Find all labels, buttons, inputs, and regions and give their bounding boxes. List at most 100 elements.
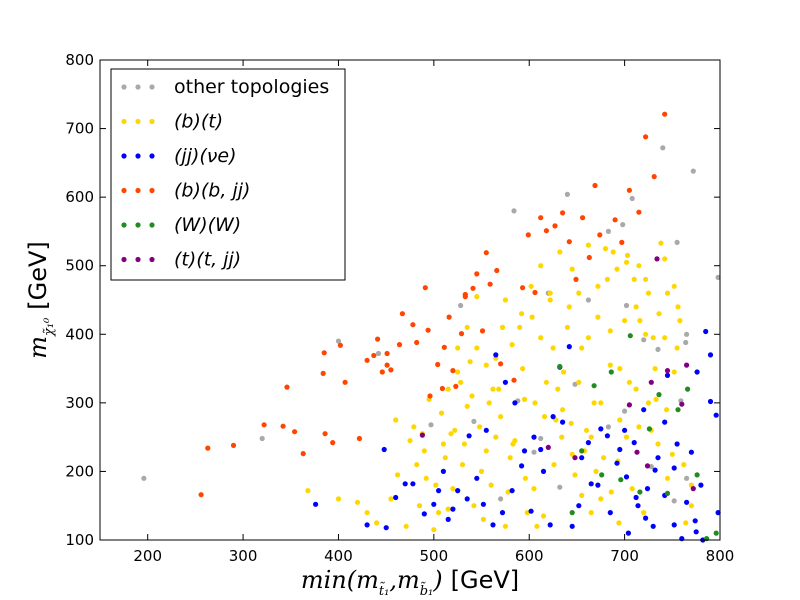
scatter-point [629, 195, 635, 202]
scatter-point [591, 400, 597, 406]
scatter-point [512, 438, 518, 444]
scatter-point [703, 328, 709, 335]
scatter-point [423, 475, 429, 481]
scatter-point [586, 254, 592, 261]
y-axis-label-sub: χ̃₁⁰ [42, 317, 57, 337]
scatter-point [658, 240, 664, 246]
scatter-point [655, 346, 661, 352]
scatter-point [707, 352, 714, 358]
scatter-point [569, 523, 575, 529]
scatter-point [384, 362, 390, 368]
scatter-point [520, 285, 526, 291]
scatter-point [652, 366, 658, 372]
scatter-point [585, 335, 592, 341]
scatter-point [205, 445, 211, 451]
scatter-point [466, 433, 472, 439]
scatter-point [555, 386, 561, 392]
scatter-point [583, 427, 590, 433]
scatter-point [479, 328, 486, 334]
scatter-point [321, 350, 327, 356]
scatter-point [445, 386, 451, 392]
scatter-point [467, 359, 473, 365]
scatter-point [342, 379, 348, 385]
scatter-point [448, 431, 454, 437]
legend-marker [149, 256, 155, 263]
scatter-point [664, 290, 671, 296]
scatter-point [540, 513, 547, 519]
x-tick-label: 800 [706, 547, 735, 565]
scatter-point [483, 250, 489, 256]
scatter-point [674, 441, 680, 447]
scatter-point [592, 182, 598, 189]
scatter-point [411, 424, 417, 430]
scatter-point [585, 242, 592, 248]
scatter-point [693, 529, 699, 535]
scatter-point [614, 460, 620, 466]
scatter-point [664, 475, 671, 481]
scatter-point [322, 431, 328, 437]
scatter-point [679, 401, 685, 407]
scatter-point [464, 324, 470, 330]
scatter-point [624, 252, 631, 258]
scatter-point [656, 392, 662, 398]
y-tick-label: 200 [65, 462, 94, 480]
x-axis-label-sub2: b̃₁ [420, 582, 434, 599]
scatter-point [636, 424, 642, 430]
x-tick-label: 200 [133, 547, 162, 565]
scatter-point [198, 492, 204, 498]
scatter-point [635, 503, 641, 509]
y-tick-label: 300 [65, 394, 94, 412]
scatter-point [626, 379, 633, 385]
scatter-point [671, 498, 677, 504]
scatter-point [498, 361, 504, 367]
scatter-point [557, 363, 563, 370]
scatter-point [636, 209, 642, 215]
scatter-point [671, 283, 677, 289]
scatter-point [644, 486, 651, 492]
scatter-point [141, 475, 147, 481]
scatter-point [580, 215, 586, 221]
scatter-point [538, 263, 544, 269]
scatter-point [598, 400, 604, 406]
scatter-point [643, 331, 649, 337]
scatter-point [566, 304, 572, 310]
scatter-point [698, 482, 704, 488]
scatter-point [520, 366, 526, 372]
legend: other topologies (b)(t) (jj)(νe) (b)(b, jj)… [110, 68, 346, 281]
scatter-point [502, 379, 508, 385]
scatter-point [442, 455, 448, 461]
scatter-point [458, 302, 464, 309]
legend-marker [149, 153, 155, 159]
scatter-point [557, 249, 563, 255]
legend-marker [121, 222, 127, 228]
legend-marker [135, 256, 141, 263]
scatter-point [313, 501, 319, 507]
scatter-point [532, 289, 538, 296]
scatter-point [688, 503, 695, 509]
legend-marker [149, 84, 155, 90]
scatter-point [486, 400, 492, 406]
scatter-point [626, 402, 633, 408]
scatter-point [388, 496, 394, 502]
scatter-point [494, 267, 500, 274]
scatter-point [320, 370, 326, 376]
scatter-point [498, 496, 504, 502]
legend-marker [121, 187, 127, 194]
scatter-point [371, 352, 377, 359]
x-axis-label-math: min(m [301, 566, 379, 594]
scatter-point [664, 368, 671, 374]
scatter-point [684, 362, 690, 368]
legend-label: (b)(b, jj) [174, 180, 250, 202]
scatter-point [427, 393, 433, 399]
scatter-point [474, 345, 480, 351]
scatter-point [662, 256, 668, 262]
scatter-point [626, 187, 633, 193]
scatter-point [403, 523, 409, 529]
scatter-point [421, 448, 427, 454]
scatter-point [438, 410, 445, 416]
scatter-point [684, 499, 690, 505]
legend-items: other topologies (b)(t) (jj)(νe) (b)(b, jj)… [121, 76, 329, 271]
scatter-point [671, 369, 677, 375]
scatter-point [656, 311, 662, 317]
